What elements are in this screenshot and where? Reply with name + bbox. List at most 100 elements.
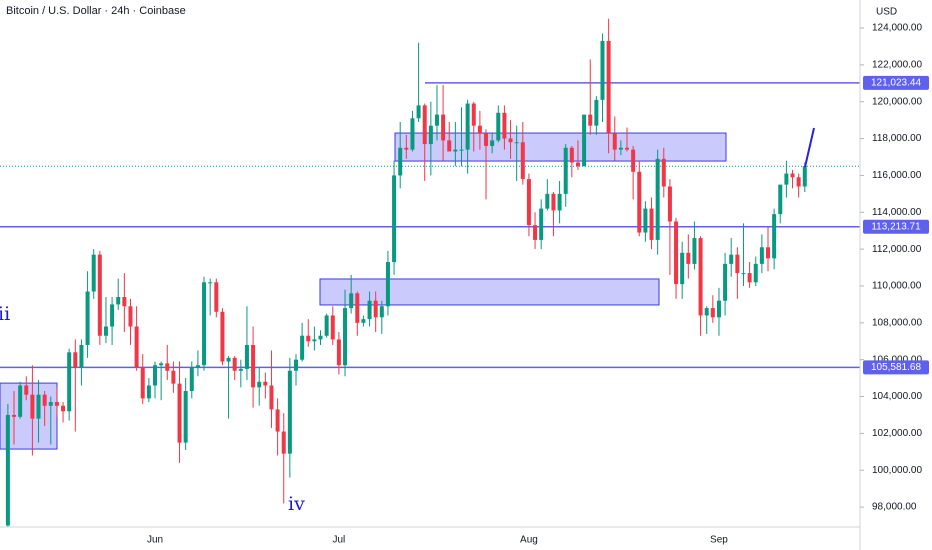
candle-body (398, 147, 403, 176)
candle-body (232, 357, 237, 371)
candle-body (520, 142, 525, 180)
candle-body (202, 282, 207, 366)
candle-body (680, 252, 685, 285)
candle-body (189, 367, 194, 392)
y-tick-label: 122,000.00 (872, 60, 922, 71)
candle-body (545, 193, 550, 209)
candle-body (729, 254, 734, 264)
candle-body (753, 263, 758, 283)
candle-body (422, 105, 427, 145)
candle-body (330, 315, 335, 340)
price-axis: 98,000.00 100,000.00 102,000.00 104,000.00 1… (860, 23, 922, 513)
candle-body (674, 221, 679, 285)
candle-body (759, 247, 764, 264)
candle-body (723, 263, 728, 301)
candles (5, 18, 807, 528)
candle-body (692, 238, 697, 264)
candle-body (698, 238, 703, 316)
candle-body (349, 293, 354, 309)
candle-body (159, 363, 164, 366)
candle-body (539, 208, 544, 240)
candle-body (122, 297, 127, 307)
candle-body (643, 208, 648, 233)
candle-body (655, 158, 660, 240)
candle-body (508, 138, 513, 143)
y-tick-label: 112,000.00 (872, 244, 922, 255)
candle-body (208, 282, 213, 284)
candle-body (165, 363, 170, 371)
wave-label: iv (288, 493, 305, 515)
candle-body (404, 147, 409, 150)
candle-body (324, 315, 329, 336)
candle-body (134, 326, 139, 368)
candle-body (183, 391, 188, 443)
candle-body (802, 166, 807, 187)
candle-body (257, 381, 262, 388)
candle-body (287, 370, 292, 454)
y-tick-label: 114,000.00 (872, 207, 922, 218)
trend-line (804, 127, 815, 168)
candle-body (484, 133, 489, 146)
chart-title: Bitcoin / U.S. Dollar · 24h · Coinbase (6, 5, 186, 17)
y-tick-label: 98,000.00 (872, 502, 917, 513)
candle-body (557, 193, 562, 211)
candle-body (453, 149, 458, 152)
candle-body (318, 335, 323, 340)
candle-body (367, 300, 372, 320)
candle-body (441, 114, 446, 141)
candle-body (747, 273, 752, 283)
y-tick-label: 102,000.00 (872, 428, 922, 439)
candle-body (434, 114, 439, 126)
level-label: 105,581.68 (871, 362, 921, 373)
candle-body (171, 370, 176, 384)
candle-body (600, 40, 605, 100)
candle-body (625, 147, 630, 150)
candle-body (385, 262, 390, 307)
candle-body (710, 308, 715, 318)
candle-body (263, 381, 268, 386)
candle-body (97, 254, 102, 336)
candle-body (214, 282, 219, 312)
candle-body (61, 405, 66, 412)
candle-body (594, 99, 599, 126)
candle-body (343, 308, 348, 366)
candle-body (5, 414, 10, 526)
candle-body (563, 147, 568, 194)
candle-body (606, 40, 611, 134)
candle-body (410, 118, 415, 150)
candle-body (281, 431, 286, 454)
level-label-bg (863, 219, 929, 234)
candle-body (140, 367, 145, 399)
candle-body (704, 308, 709, 316)
candle-body (631, 149, 636, 172)
y-tick-label: 106,000.00 (872, 354, 922, 365)
candle-body (275, 409, 280, 432)
candle-body (361, 319, 366, 323)
candle-body (490, 140, 495, 146)
candle-body (73, 352, 78, 368)
zones (0, 132, 727, 450)
candle-body (251, 344, 256, 388)
candle-body (766, 247, 770, 259)
candle-body (582, 114, 587, 167)
candle-body (465, 103, 470, 150)
candle-body (569, 147, 574, 163)
candle-body (477, 125, 482, 134)
candle-body (110, 304, 115, 327)
y-tick-label: 104,000.00 (872, 391, 922, 402)
candle-body (637, 171, 642, 233)
y-tick-label: 100,000.00 (872, 465, 922, 476)
candle-body (459, 149, 464, 151)
candle-body (661, 158, 666, 187)
candle-body (526, 179, 531, 226)
x-tick-label: Aug (520, 535, 538, 546)
candle-body (220, 311, 225, 362)
candle-body (741, 273, 746, 275)
candle-body (667, 186, 672, 222)
candle-body (91, 254, 96, 292)
candle-body (195, 365, 200, 368)
candle-body (177, 383, 182, 443)
currency-label: USD (876, 7, 897, 18)
